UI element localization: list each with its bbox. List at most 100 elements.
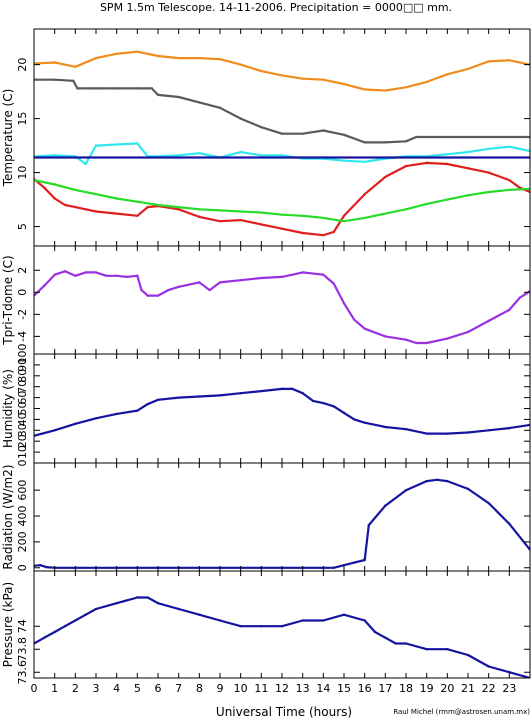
data-point <box>446 432 449 435</box>
data-point <box>446 648 449 651</box>
data-point <box>342 613 346 616</box>
data-point <box>508 188 511 192</box>
data-point <box>84 613 87 616</box>
data-point <box>322 78 325 81</box>
data-point <box>45 565 48 569</box>
data-point <box>53 273 56 276</box>
x-tick-label: 11 <box>254 682 268 695</box>
data-point <box>415 135 418 139</box>
data-point <box>177 285 180 288</box>
x-tick-label: 23 <box>502 682 516 695</box>
y-tick-label: 2 <box>16 267 29 274</box>
data-point <box>280 275 284 279</box>
data-point <box>260 276 263 280</box>
data-point <box>487 171 490 174</box>
data-point <box>342 563 346 567</box>
data-point <box>94 417 98 420</box>
data-point <box>136 214 139 217</box>
data-point <box>94 607 98 611</box>
x-axis-label: Universal Time (hours) <box>216 705 352 719</box>
x-tick-label: 22 <box>482 682 496 695</box>
y-tick-label: 73.8 <box>16 637 29 662</box>
data-point <box>384 212 387 215</box>
data-point <box>136 274 139 277</box>
data-point <box>466 330 470 334</box>
data-point <box>280 227 284 230</box>
y-tick-label: 10 <box>16 166 29 180</box>
y-tick-label: 100 <box>16 344 29 365</box>
panel-frame <box>33 462 531 572</box>
data-point <box>218 58 222 61</box>
series-line-0 <box>34 50 530 92</box>
data-point <box>63 203 67 207</box>
data-point <box>260 69 263 73</box>
x-tick-label: 16 <box>358 682 372 695</box>
data-point <box>404 338 408 341</box>
data-point <box>198 56 201 60</box>
data-point <box>218 281 222 284</box>
data-point <box>508 145 511 148</box>
data-point <box>425 341 428 345</box>
data-point <box>384 504 387 507</box>
data-point <box>53 61 56 64</box>
y-tick-label: 30 <box>16 423 29 437</box>
data-point <box>84 271 87 274</box>
data-point <box>373 630 377 634</box>
data-point <box>508 426 511 430</box>
data-point <box>115 197 118 200</box>
data-point <box>384 425 387 429</box>
data-point <box>404 208 408 211</box>
data-point <box>322 234 325 237</box>
data-point <box>425 202 428 206</box>
data-point <box>156 54 160 58</box>
data-point <box>394 642 397 645</box>
data-point <box>322 401 325 405</box>
data-point <box>404 488 408 492</box>
data-point <box>115 412 118 416</box>
data-point <box>94 56 98 60</box>
data-point <box>322 216 325 220</box>
series-line-4 <box>34 161 530 237</box>
x-tick-label: 6 <box>155 682 162 695</box>
x-tick-label: 13 <box>296 682 310 695</box>
data-point <box>363 141 366 144</box>
data-point <box>425 432 428 435</box>
data-point <box>446 73 449 76</box>
data-point <box>198 281 201 284</box>
data-point <box>63 625 67 628</box>
data-point <box>177 95 180 99</box>
data-point <box>446 198 449 201</box>
data-point <box>136 50 139 53</box>
data-point <box>115 143 118 146</box>
data-point <box>260 126 263 129</box>
data-point <box>342 82 346 86</box>
data-point <box>466 67 470 71</box>
data-point <box>53 78 56 81</box>
data-point <box>239 218 242 222</box>
data-point <box>446 337 449 340</box>
data-point <box>260 211 263 214</box>
data-point <box>363 421 366 424</box>
data-point <box>280 213 284 216</box>
data-point <box>487 319 490 323</box>
x-tick-label: 14 <box>316 682 330 695</box>
data-point <box>218 394 222 397</box>
data-point <box>156 398 160 401</box>
y-axis-label: Pressure (kPa) <box>1 582 15 667</box>
data-point <box>367 523 370 527</box>
data-point <box>63 270 67 273</box>
data-point <box>239 625 242 628</box>
data-point <box>177 607 180 611</box>
y-tick-label: 0 <box>16 289 29 296</box>
data-point <box>239 392 242 395</box>
data-point <box>508 178 511 182</box>
y-tick-label: 600 <box>16 480 29 501</box>
data-point <box>415 341 418 345</box>
data-point <box>466 167 470 170</box>
y-tick-label: 200 <box>16 531 29 552</box>
data-point <box>301 132 304 135</box>
data-point <box>404 86 408 89</box>
data-point <box>239 150 242 154</box>
data-point <box>115 274 118 277</box>
